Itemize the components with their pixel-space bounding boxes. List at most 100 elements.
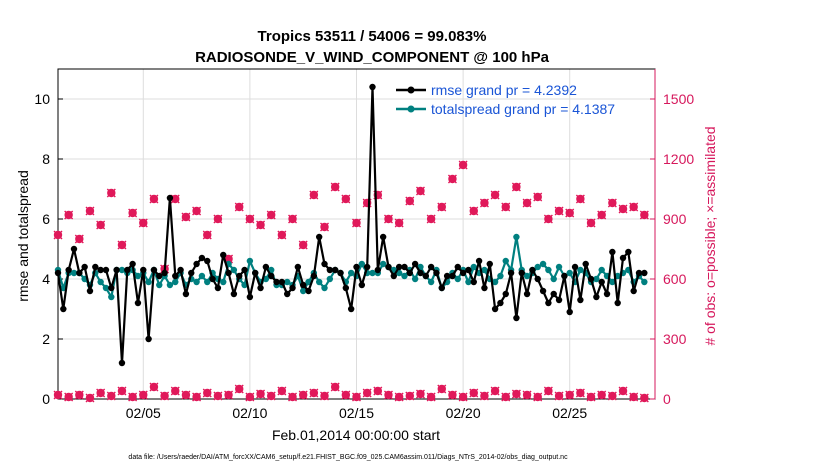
rmse-point (145, 335, 152, 343)
totalspread-point (118, 266, 126, 274)
totalspread-point (465, 278, 472, 286)
rmse-point (550, 290, 557, 298)
obs-assim-cross (352, 218, 361, 228)
obs-assim-cross (543, 214, 553, 224)
totalspread-point (577, 266, 584, 274)
obs-assim-cross (202, 230, 212, 240)
rmse-point (299, 281, 307, 289)
rmse-point (188, 269, 195, 277)
rmse-point (518, 269, 525, 277)
obs-assim-cross (85, 393, 95, 403)
obs-assim-cross (501, 392, 511, 402)
obs-assim-cross (224, 390, 234, 400)
obs-assim-cross (266, 210, 276, 220)
rmse-point (257, 284, 264, 292)
obs-assim-cross (394, 218, 404, 228)
obs-assim-cross (522, 390, 532, 400)
rmse-point (358, 281, 366, 289)
obs-assim-cross (565, 390, 575, 400)
rmse-point (561, 272, 568, 280)
totalspread-point (220, 278, 227, 286)
totalspread-point (539, 260, 547, 268)
rmse-point (294, 263, 302, 271)
totalspread-point (156, 281, 163, 289)
rmse-point (363, 263, 371, 271)
obs-assimilated-series (53, 382, 649, 403)
rmse-point (566, 308, 573, 316)
obs-assim-cross (405, 196, 415, 206)
totalspread-point (246, 257, 254, 265)
obs-assim-cross (565, 208, 575, 218)
obs-assim-cross (479, 391, 489, 401)
obs-assim-cross (170, 386, 180, 396)
y2-tick-label: 600 (663, 271, 687, 287)
obs-assim-cross (149, 194, 159, 204)
y-tick-label: 2 (42, 331, 50, 347)
obs-assim-cross (298, 240, 308, 250)
obs-assim-cross (437, 202, 447, 212)
obs-assim-cross (53, 390, 63, 400)
rmse-point (609, 248, 616, 256)
rmse-point (625, 248, 632, 256)
obs-assim-cross (298, 390, 308, 400)
rmse-point (204, 257, 211, 265)
rmse-point (465, 266, 472, 274)
totalspread-point (108, 293, 115, 301)
rmse-point (582, 260, 589, 268)
obs-assim-cross (288, 214, 298, 224)
obs-assim-cross (320, 391, 330, 401)
obs-assim-cross (117, 386, 127, 396)
rmse-point (385, 263, 392, 271)
rmse-point (529, 266, 536, 274)
obs-assim-cross (447, 390, 457, 400)
rmse-point (108, 284, 115, 292)
obs-assim-cross (128, 208, 138, 218)
rmse-point (102, 266, 110, 274)
y-axis-left: 0 2 4 6 8 10 (34, 91, 63, 407)
rmse-point (209, 275, 216, 283)
obs-assim-cross (511, 389, 521, 399)
totalspread-point (134, 272, 142, 280)
rmse-point (113, 266, 120, 274)
rmse-point (97, 266, 104, 274)
obs-assim-cross (362, 388, 372, 398)
obs-assim-cross (96, 220, 106, 230)
totalspread-point (609, 278, 616, 286)
rmse-point (225, 269, 232, 277)
obs-assim-cross (149, 382, 159, 392)
totalspread-point (411, 275, 419, 283)
rmse-point (326, 266, 334, 274)
rmse-point (614, 299, 621, 307)
rmse-series (54, 83, 648, 367)
obs-assim-cross (607, 391, 617, 401)
totalspread-point (470, 263, 477, 271)
obs-assim-cross (554, 391, 564, 401)
obs-assim-cross (277, 230, 287, 240)
rmse-point (337, 269, 344, 277)
rmse-point (161, 269, 168, 277)
x-axis: 02/05 02/10 02/15 02/20 02/25 (126, 394, 587, 421)
rmse-point (401, 263, 408, 271)
obs-assim-cross (597, 210, 607, 220)
totalspread-point (497, 272, 504, 280)
rmse-point (427, 263, 435, 271)
obs-assim-cross (266, 391, 276, 401)
obs-assim-cross (415, 389, 425, 399)
totalspread-point (566, 269, 573, 277)
rmse-point (268, 272, 275, 280)
obs-assim-cross (469, 206, 479, 216)
rmse-point (438, 284, 445, 292)
x-tick-label: 02/20 (446, 405, 481, 421)
chart-title-line1: Tropics 53511 / 54006 = 99.083% (258, 28, 487, 45)
obs-assim-cross (629, 202, 639, 212)
rmse-point (379, 233, 387, 241)
obs-assim-cross (288, 392, 298, 402)
rmse-point (70, 245, 78, 253)
rmse-point (459, 269, 467, 277)
obs-assim-cross (117, 240, 127, 250)
rmse-point (246, 293, 254, 301)
obs-assim-cross (415, 186, 425, 196)
rmse-point (140, 266, 147, 274)
rmse-point (193, 260, 200, 268)
